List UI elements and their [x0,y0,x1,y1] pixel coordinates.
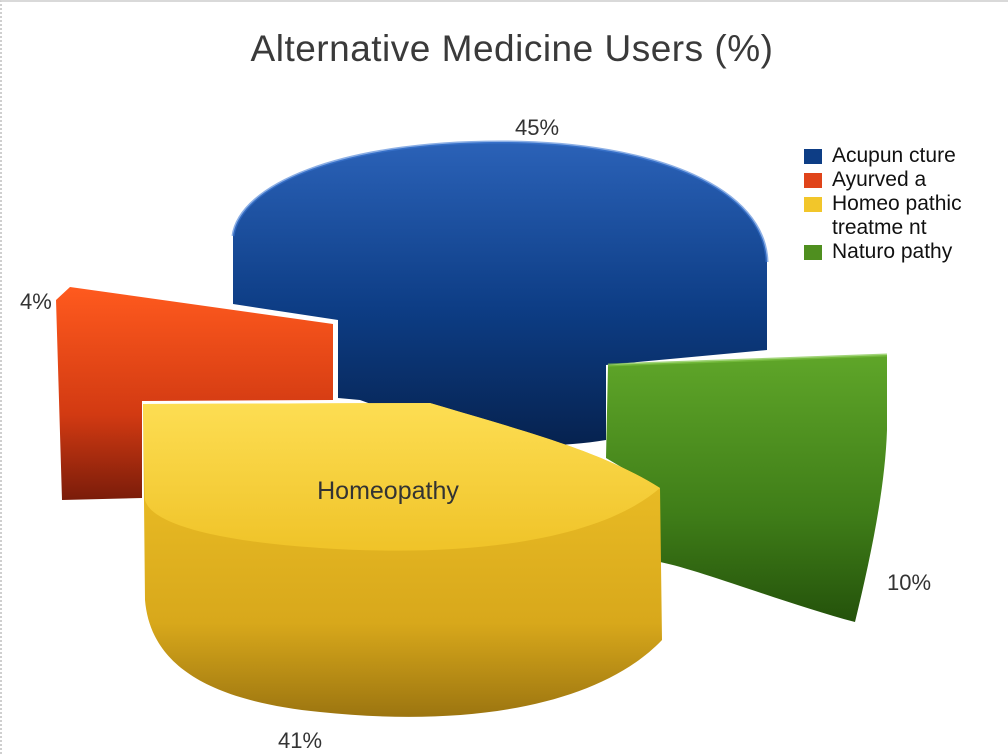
slice-naturopathy [606,353,888,622]
legend-item-naturopathy: Naturo pathy [804,240,1008,264]
legend-swatch [804,149,822,164]
legend-label: Naturo pathy [832,240,953,263]
annotation-homeopathy: Homeopathy [317,477,459,505]
legend-item-ayurveda: Ayurved a [804,168,1008,192]
legend-label: Acupun cture [832,144,956,167]
label-acupuncture: 45% [515,115,559,140]
legend-swatch [804,173,822,188]
legend-swatch [804,197,822,212]
legend-label: Homeo pathic treatme nt [832,192,962,239]
slice-ayurveda [56,287,333,500]
label-homeopathic: 41% [278,728,322,753]
legend-label: Ayurved a [832,168,927,191]
legend-item-acupuncture: Acupun cture [804,144,1008,168]
label-naturopathy: 10% [887,570,931,595]
legend-swatch [804,245,822,260]
chart-title: Alternative Medicine Users (%) [250,28,774,69]
legend-item-homeopathic: Homeo pathic treatme nt [804,192,1008,240]
label-ayurveda: 4% [20,289,52,314]
slice-acupuncture [231,140,769,446]
slice-homeopathic [143,403,662,717]
legend: Acupun cture Ayurved a Homeo pathic trea… [804,144,1008,264]
